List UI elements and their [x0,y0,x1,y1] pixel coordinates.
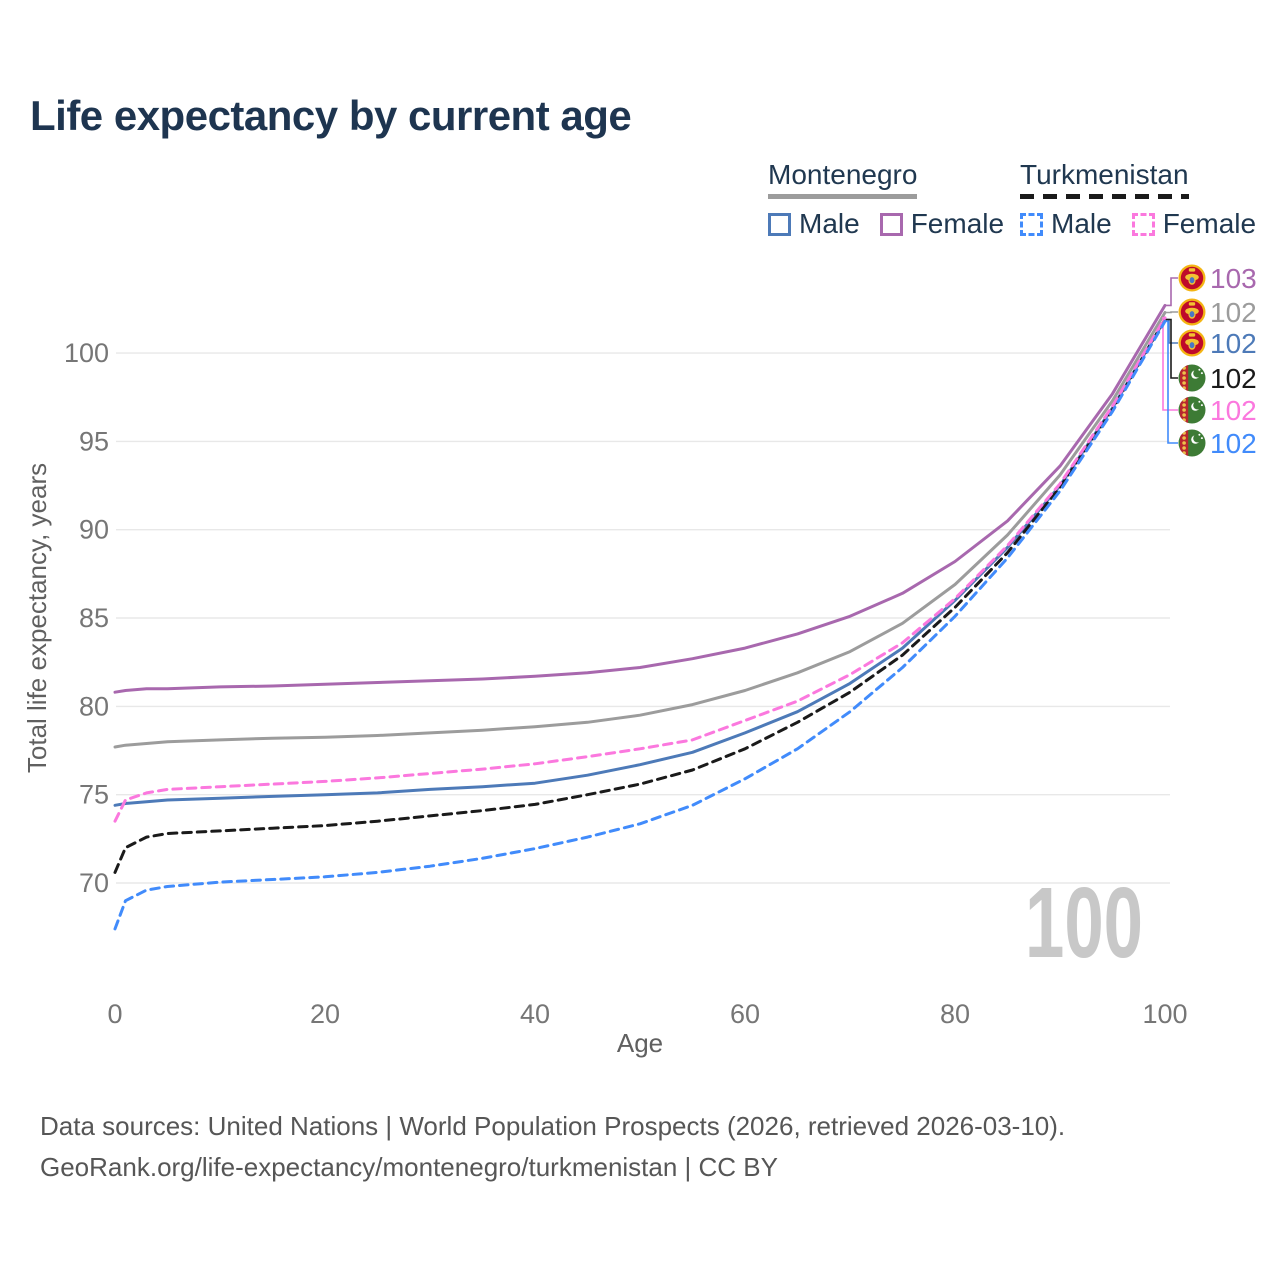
turkmenistan-flag-icon [1178,429,1206,457]
series-line-montenegro-both-sexes [113,311,1167,749]
legend-label-female: Female [910,208,1005,240]
end-value-turkmenistan-female: 102 [1210,395,1257,426]
series-line-montenegro-female [113,303,1167,694]
legend-group-montenegro: Montenegro Male Female [768,160,1004,240]
y-tick-label-90: 90 [79,515,109,545]
checkbox-turkmenistan-male-icon [1020,212,1043,236]
legend-label-female: Female [1162,208,1257,240]
end-value-turkmenistan-both-sexes: 102 [1210,363,1257,394]
legend-label-male: Male [799,208,860,240]
end-value-montenegro-both-sexes: 102 [1210,297,1257,328]
leader-line-montenegro-female [1165,277,1178,307]
y-tick-label-75: 75 [79,780,109,810]
legend-country-montenegro: Montenegro [768,159,918,190]
turkmenistan-flag-icon [1178,364,1206,392]
x-tick-label-0: 0 [107,999,122,1029]
y-axis-title: Total life expectancy, years [22,463,52,773]
legend-item-montenegro-male[interactable]: Male [768,208,860,240]
x-tick-label-80: 80 [940,999,970,1029]
legend: Montenegro Male Female Turkmenistan [0,160,1280,245]
end-value-montenegro-female: 103 [1210,263,1257,294]
montenegro-flag-icon [1178,264,1206,292]
legend-group-turkmenistan: Turkmenistan Male Female [1020,160,1256,240]
end-value-montenegro-male: 102 [1210,328,1257,359]
legend-underline-dashed-icon [1020,194,1189,200]
leader-line-turkmenistan-both-sexes [1165,318,1178,379]
legend-item-turkmenistan-female[interactable]: Female [1131,208,1257,240]
y-tick-label-70: 70 [79,868,109,898]
y-tick-label-95: 95 [79,426,109,456]
legend-label-male: Male [1051,208,1112,240]
x-tick-label-40: 40 [520,999,550,1029]
y-tick-label-100: 100 [64,338,109,368]
checkbox-montenegro-female-icon [879,212,903,236]
series-line-turkmenistan-female [113,316,1167,823]
checkbox-turkmenistan-female-icon [1131,212,1155,236]
end-value-turkmenistan-male: 102 [1210,428,1257,459]
y-tick-label-80: 80 [79,691,109,721]
series-line-montenegro-male [113,318,1167,807]
checkbox-montenegro-male-icon [768,212,791,236]
age-cursor-watermark: 100 [1025,867,1143,979]
x-tick-label-20: 20 [310,999,340,1029]
legend-underline-solid-icon [768,194,918,200]
montenegro-flag-icon [1178,298,1206,326]
series-line-turkmenistan-male [113,319,1167,931]
x-axis-title: Age [617,1028,663,1058]
data-sources-line: Data sources: United Nations | World Pop… [40,1111,1066,1141]
y-tick-label-85: 85 [79,603,109,633]
montenegro-flag-icon [1178,329,1206,357]
legend-item-montenegro-female[interactable]: Female [879,208,1005,240]
footer: Data sources: United Nations | World Pop… [40,1106,1065,1188]
page-title: Life expectancy by current age [30,92,632,139]
series-line-turkmenistan-both-sexes [113,318,1167,874]
x-tick-label-60: 60 [730,999,760,1029]
turkmenistan-flag-icon [1178,396,1206,424]
x-tick-label-100: 100 [1142,999,1187,1029]
leader-line-montenegro-both-sexes [1165,311,1178,314]
legend-country-turkmenistan: Turkmenistan [1020,159,1189,190]
leader-line-turkmenistan-male [1165,320,1178,444]
legend-item-turkmenistan-male[interactable]: Male [1020,208,1112,240]
attribution-line: GeoRank.org/life-expectancy/montenegro/t… [40,1152,778,1182]
leader-line-turkmenistan-female [1162,316,1178,411]
